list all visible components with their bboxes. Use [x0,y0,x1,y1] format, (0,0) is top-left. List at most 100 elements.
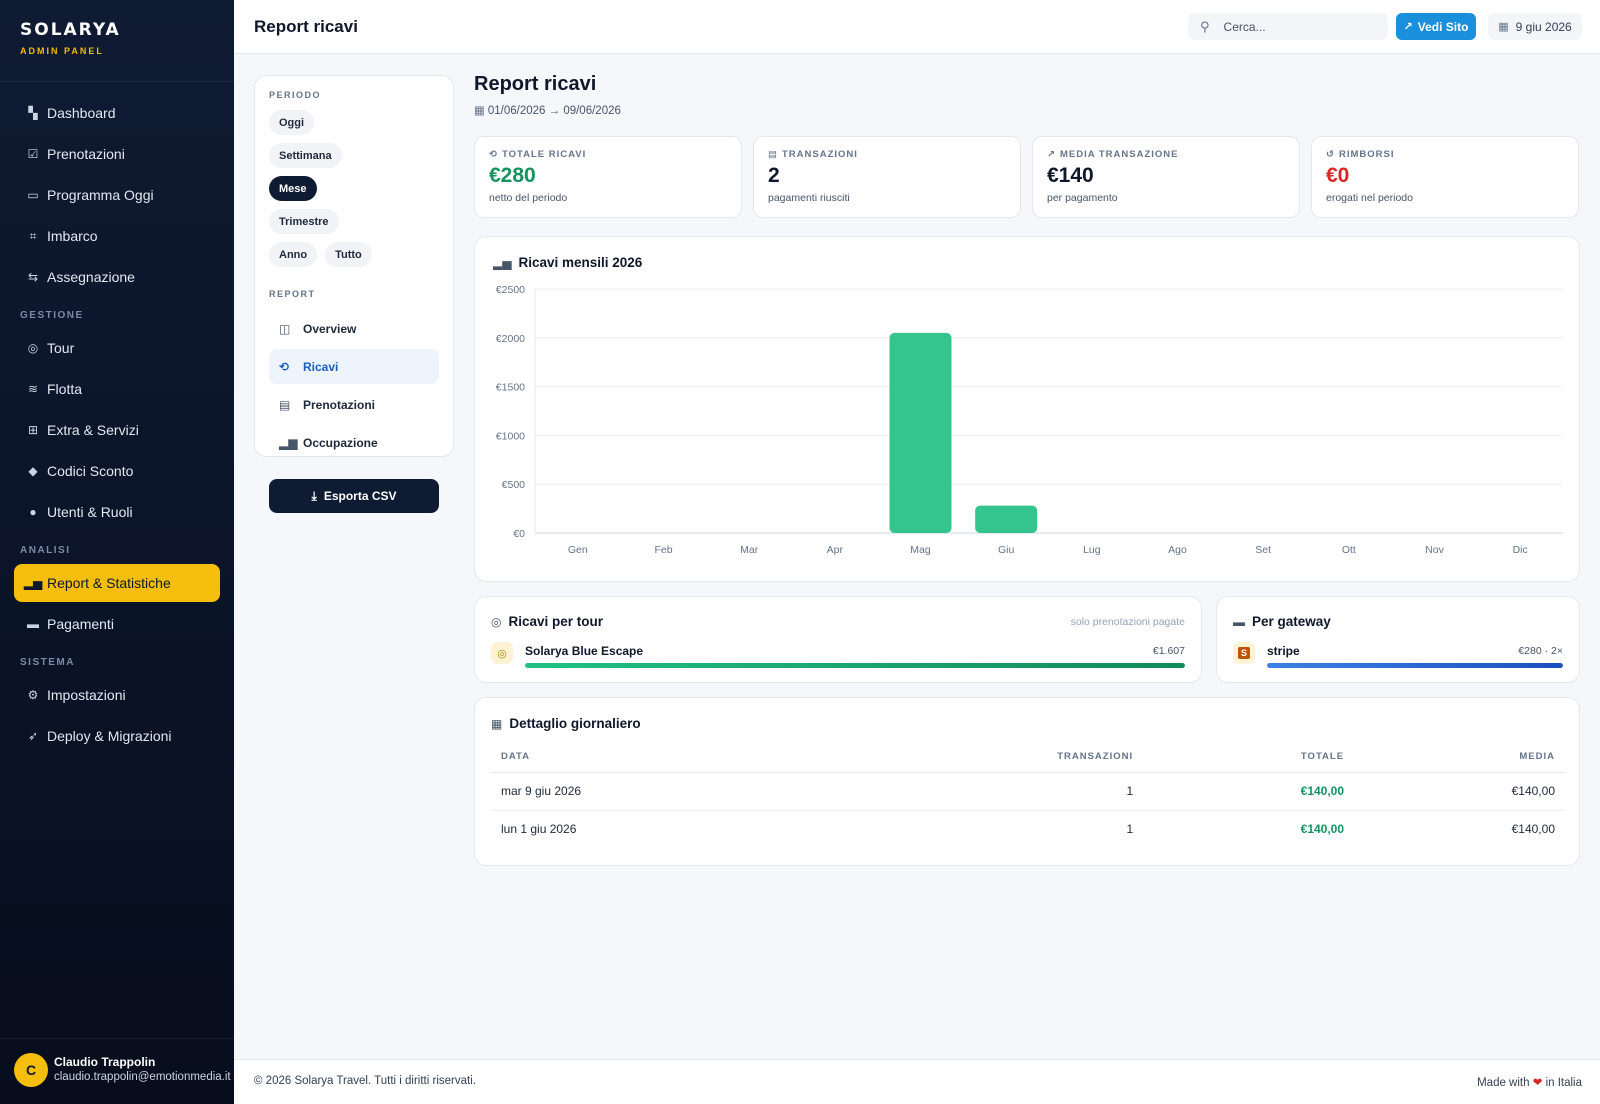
col-totale[interactable]: TOTALE [1143,742,1355,773]
sidebar-item-utenti-ruoli[interactable]: ● Utenti & Ruoli [14,493,220,531]
tour-card-title-text: Ricavi per tour [508,614,604,629]
swap-icon: ⇆ [27,270,39,284]
x-tick-label: Gen [568,544,588,556]
x-tick-label: Ott [1342,544,1356,556]
report-item-prenotazioni[interactable]: ▤ Prenotazioni [269,387,439,422]
search-input[interactable] [1223,19,1364,34]
sidebar-item-label: Extra & Servizi [47,422,139,438]
sidebar-item-label: Programma Oggi [47,187,154,203]
sidebar-item-dashboard[interactable]: ▚ Dashboard [14,94,220,132]
brand-subtitle: ADMIN PANEL [20,46,104,56]
col-data[interactable]: DATA [491,742,824,773]
sidebar-item-codici-sconto[interactable]: ◆ Codici Sconto [14,452,220,490]
cell-transactions: 1 [1126,822,1134,837]
period-chip-settimana[interactable]: Settimana [269,143,342,168]
page-title: Report ricavi [254,17,358,36]
kpi-label-text: TOTALE RICAVI [501,149,587,160]
kpi-transazioni: ▤ TRANSAZIONI 2 pagamenti riusciti [753,136,1021,218]
nav-group-gestione: GESTIONE [20,310,84,321]
current-date: 9 giu 2026 [1515,19,1572,34]
qr-code-icon: ⌗ [29,228,37,243]
sidebar-item-prenotazioni[interactable]: ☑ Prenotazioni [14,135,220,173]
period-chip-tutto[interactable]: Tutto [325,242,372,267]
gateway-card-title: ▬ Per gateway [1233,614,1331,629]
y-tick-label: €0 [513,528,525,540]
sidebar-item-label: Deploy & Migrazioni [47,728,172,744]
gear-icon: ⚙ [27,688,39,702]
kpi-label: ↺ RIMBORSI [1326,149,1564,160]
kpi-value: €140 [1047,164,1094,187]
chart-title-text: Ricavi mensili 2026 [518,255,643,270]
sidebar-item-report-statistiche[interactable]: ▂▅ Report & Statistiche [14,564,220,602]
col-media[interactable]: MEDIA [1354,742,1565,773]
export-csv-button[interactable]: ⤓ Esporta CSV [269,479,439,513]
nav-group-analisi: ANALISI [20,545,71,556]
sidebar-item-tour[interactable]: ◎ Tour [14,329,220,367]
report-item-overview[interactable]: ◫ Overview [269,311,439,346]
refund-icon: ↺ [1326,149,1335,160]
date-range-text: 01/06/2026 → 09/06/2026 [487,105,621,117]
layout-icon: ◫ [279,321,291,336]
period-chip-anno[interactable]: Anno [269,242,318,267]
period-label: PERIODO [269,90,322,100]
calendar-icon: ▦ [1498,21,1509,33]
x-tick-label: Giu [998,544,1015,556]
waves-icon: ≋ [27,382,39,396]
brand-logo[interactable]: SOLARYA [20,20,121,40]
daily-detail-card: ▦ Dettaglio giornaliero DATA TRANSAZIONI … [474,697,1580,866]
kpi-label: ▤ TRANSAZIONI [768,149,1006,160]
x-tick-label: Ago [1168,544,1187,556]
date-chip[interactable]: ▦ 9 giu 2026 [1488,13,1582,40]
period-chips: Oggi Settimana Mese Trimestre Anno Tutto [269,110,401,275]
x-tick-label: Lug [1083,544,1101,556]
cell-date: mar 9 giu 2026 [491,772,824,811]
col-transazioni[interactable]: TRANSAZIONI [823,742,1144,773]
report-item-label: Prenotazioni [303,397,376,412]
user-email: claudio.trappolin@emotionmedia.it [54,1071,231,1083]
sidebar-item-label: Codici Sconto [47,463,134,479]
x-tick-label: Apr [827,544,844,556]
sidebar-item-label: Assegnazione [47,269,135,285]
y-tick-label: €500 [502,479,526,491]
kpi-sub: erogati nel periodo [1326,192,1413,204]
y-tick-label: €2500 [496,284,525,296]
report-item-ricavi[interactable]: ⟲ Ricavi [269,349,439,384]
view-site-button[interactable]: ↗ Vedi Sito [1396,13,1476,40]
sidebar-item-label: Imbarco [47,228,98,244]
bar [889,332,952,533]
sidebar-item-impostazioni[interactable]: ⚙ Impostazioni [14,676,220,714]
report-item-label: Overview [303,321,357,336]
sidebar-item-extra-servizi[interactable]: ⊞ Extra & Servizi [14,411,220,449]
user-name: Claudio Trappolin [54,1055,156,1069]
x-tick-label: Mar [740,544,759,556]
sidebar-item-imbarco[interactable]: ⌗ Imbarco [14,217,220,255]
kpi-totale-ricavi: ⟲ TOTALE RICAVI €280 netto del periodo [474,136,742,218]
sidebar-item-flotta[interactable]: ≋ Flotta [14,370,220,408]
x-tick-label: Dic [1513,544,1528,556]
sidebar-item-deploy-migrazioni[interactable]: ➶ Deploy & Migrazioni [14,717,220,755]
period-chip-oggi[interactable]: Oggi [269,110,315,135]
gateway-card-title-text: Per gateway [1252,614,1331,629]
sidebar-nav: ▚ Dashboard ☑ Prenotazioni ▭ Programma Oggi… [0,82,234,755]
search-box[interactable]: ⚲ [1188,13,1388,40]
bar [975,505,1038,533]
period-chip-trimestre[interactable]: Trimestre [269,209,339,234]
calendar-check-icon: ☑ [27,147,39,161]
sidebar-item-programma-oggi[interactable]: ▭ Programma Oggi [14,176,220,214]
cell-avg: €140,00 [1511,822,1555,837]
credit-card-icon: ▬ [27,617,39,631]
user-box[interactable]: C Claudio Trappolin claudio.trappolin@em… [0,1038,234,1104]
search-icon: ⚲ [1200,18,1210,34]
kpi-sub: per pagamento [1047,192,1118,204]
kpi-value: €0 [1326,164,1350,187]
y-tick-label: €1000 [496,430,525,442]
sidebar-item-label: Dashboard [47,105,116,121]
gateway-progress-fill [1267,663,1563,668]
report-item-occupazione[interactable]: ▂▆ Occupazione [269,425,439,460]
sidebar-item-assegnazione[interactable]: ⇆ Assegnazione [14,258,220,296]
sidebar-item-label: Report & Statistiche [47,575,171,591]
period-chip-mese[interactable]: Mese [269,176,317,201]
bar-chart-icon: ▂▅ [493,255,512,270]
revenue-by-tour-card: ◎ Ricavi per tour solo prenotazioni pagat… [474,596,1202,683]
sidebar-item-pagamenti[interactable]: ▬ Pagamenti [14,605,220,643]
